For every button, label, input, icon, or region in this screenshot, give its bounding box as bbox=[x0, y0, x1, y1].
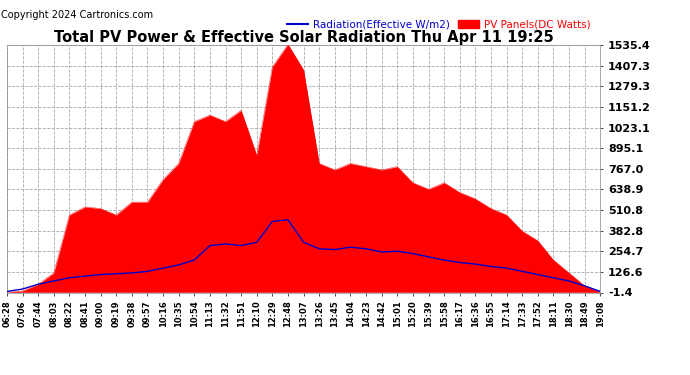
Text: Copyright 2024 Cartronics.com: Copyright 2024 Cartronics.com bbox=[1, 10, 153, 20]
Title: Total PV Power & Effective Solar Radiation Thu Apr 11 19:25: Total PV Power & Effective Solar Radiati… bbox=[54, 30, 553, 45]
Legend: Radiation(Effective W/m2), PV Panels(DC Watts): Radiation(Effective W/m2), PV Panels(DC … bbox=[283, 15, 595, 34]
